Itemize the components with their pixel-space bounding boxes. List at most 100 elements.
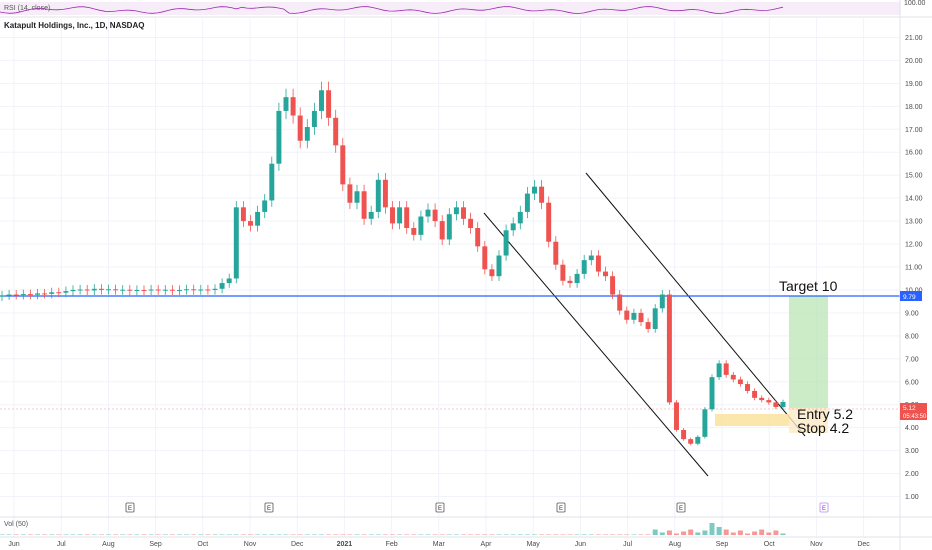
volume-bar — [737, 530, 743, 535]
candle-body — [375, 179, 381, 212]
earnings-marker[interactable]: E — [435, 502, 445, 513]
candle-body — [319, 90, 324, 111]
volume-bar — [155, 534, 161, 535]
volume-bar — [56, 534, 62, 535]
volume-bar — [496, 534, 502, 535]
candle-body — [503, 230, 509, 256]
volume-bar — [461, 534, 466, 535]
candle-body — [333, 117, 339, 146]
volume-bar — [148, 534, 154, 535]
candle-body — [603, 271, 608, 277]
volume-bar — [432, 534, 438, 535]
volume-bar — [42, 534, 48, 535]
volume-bar — [524, 534, 530, 535]
volume-bar — [645, 534, 651, 535]
y-tick-label: 4.00 — [905, 425, 919, 432]
x-tick-label: Dec — [291, 541, 304, 548]
rsi-pane: RSI (14, close) 100.00 — [0, 0, 926, 15]
volume-bar — [255, 534, 261, 535]
candle-body — [617, 294, 623, 311]
x-tick-label: Jul — [57, 541, 66, 548]
candle-body — [759, 397, 765, 401]
volume-bar — [304, 534, 310, 535]
candle-body — [666, 294, 672, 403]
earnings-marker[interactable]: E — [125, 502, 135, 513]
x-tick-label: Oct — [197, 541, 208, 548]
candle-body — [439, 221, 445, 240]
candle-body — [681, 429, 687, 440]
candle-body — [737, 379, 743, 385]
volume-bar — [276, 534, 282, 535]
candle-body — [567, 280, 573, 284]
candle-body — [177, 289, 182, 291]
volume-bar — [418, 534, 424, 535]
candle-body — [631, 312, 637, 320]
candle-body — [425, 209, 431, 217]
volume-bar — [269, 534, 275, 535]
candle-body — [27, 294, 33, 296]
volume-bar — [553, 534, 559, 535]
candle-body — [226, 278, 232, 284]
candle-body — [702, 409, 708, 437]
volume-bar — [695, 532, 701, 535]
y-tick-label: 9.00 — [905, 310, 919, 317]
target-annotation: Target 10 — [779, 278, 838, 294]
earnings-marker[interactable]: E — [819, 502, 829, 513]
volume-bar — [603, 534, 608, 535]
volume-bar — [49, 534, 55, 535]
countdown-label: 05:43:50 — [903, 414, 927, 420]
candle-body — [311, 110, 317, 127]
grid — [0, 17, 900, 537]
candle-body — [113, 289, 119, 291]
volume-bar — [326, 534, 332, 535]
volume-bar — [539, 534, 545, 535]
volume-bar — [759, 529, 765, 535]
x-tick-label: Dec — [857, 541, 870, 548]
volume-bar — [354, 534, 360, 535]
x-tick-label: Nov — [810, 541, 823, 548]
rsi-axis-tick: 100.00 — [904, 0, 926, 7]
candle-body — [361, 191, 367, 219]
candle-body — [134, 289, 140, 291]
price-axis: 1.002.003.004.005.006.007.008.009.0010.0… — [905, 35, 923, 501]
volume-bar — [368, 534, 374, 535]
volume-bar — [588, 534, 594, 535]
channel-upper — [585, 172, 806, 437]
candle-body — [219, 283, 225, 289]
candle-body — [652, 308, 658, 329]
volume-bar — [638, 534, 644, 535]
candle-body — [255, 211, 261, 226]
volume-bar — [20, 534, 26, 535]
candle-body — [240, 207, 246, 222]
candle-body — [674, 402, 679, 430]
volume-bar — [560, 534, 566, 535]
earnings-marker[interactable]: E — [556, 502, 566, 513]
last-price-label: 5.12 — [903, 405, 916, 412]
volume-bar — [745, 533, 750, 535]
volume-bar — [390, 534, 395, 535]
candle-body — [766, 400, 772, 403]
volume-bar — [730, 532, 736, 535]
candle-body — [446, 214, 452, 240]
volume-bar — [517, 534, 523, 535]
candle-body — [560, 264, 566, 281]
earnings-marker[interactable]: E — [264, 502, 274, 513]
candle-body — [98, 288, 104, 290]
y-tick-label: 15.00 — [905, 173, 923, 180]
volume-bar — [184, 534, 190, 535]
candle-body — [106, 289, 111, 291]
volume-bar — [226, 534, 232, 535]
x-tick-label: 2021 — [337, 541, 353, 548]
candle-body — [390, 207, 395, 224]
earnings-marker[interactable]: E — [676, 502, 686, 513]
candle-body — [539, 186, 545, 203]
volume-bar — [666, 530, 672, 535]
volume-bar — [681, 531, 687, 535]
volume-label: Vol (50) — [4, 521, 28, 528]
volume-bar — [35, 534, 40, 535]
volume-bar — [382, 534, 388, 535]
volume-bar — [134, 534, 140, 535]
volume-bar — [262, 534, 268, 535]
